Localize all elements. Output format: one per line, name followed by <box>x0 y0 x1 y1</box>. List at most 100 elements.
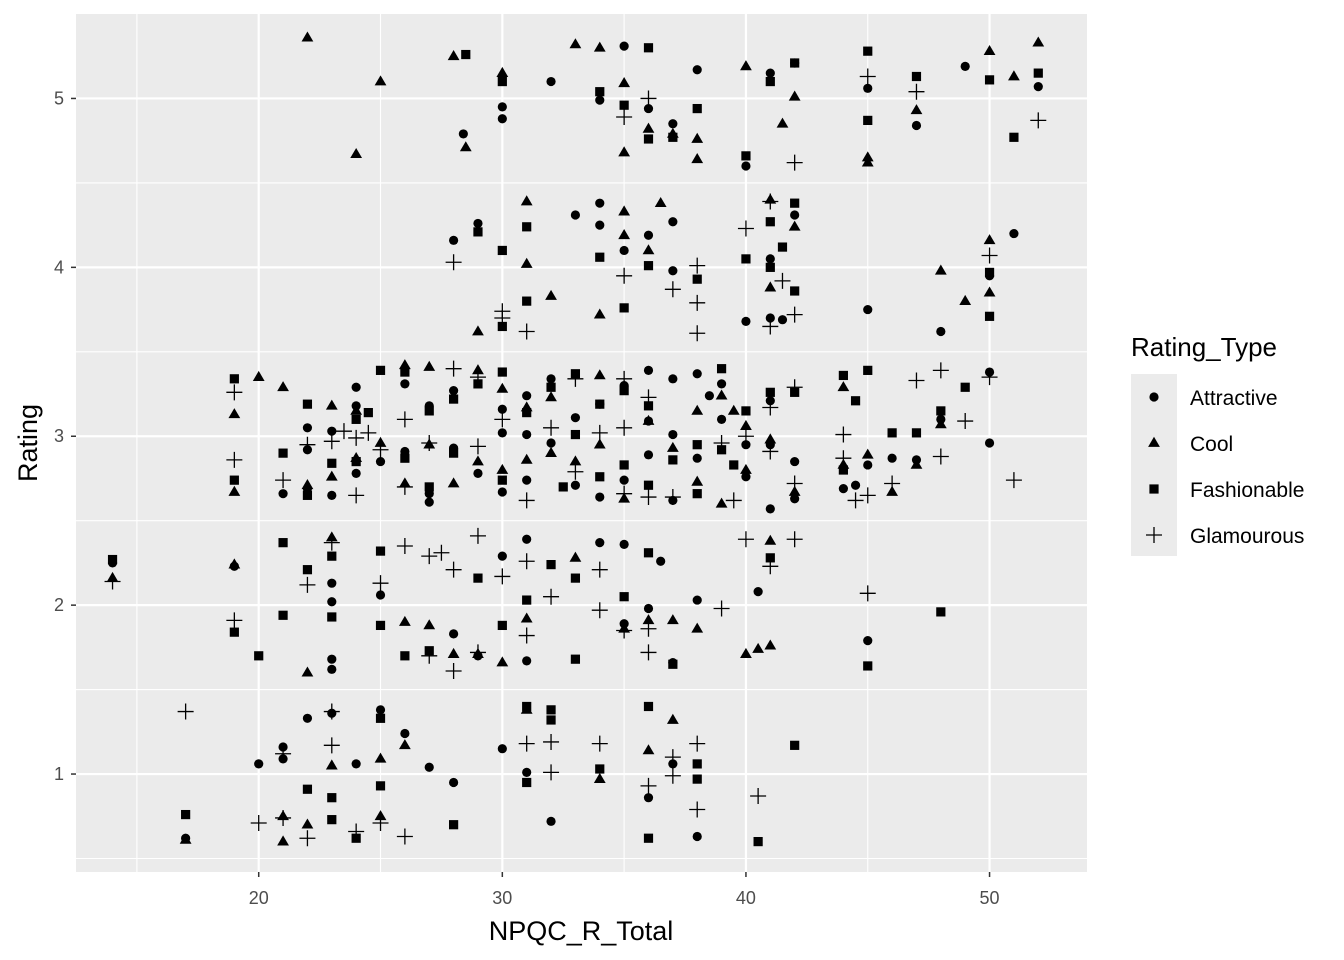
point-attractive <box>790 456 800 467</box>
point-glamourous <box>737 428 754 445</box>
point-fashionable <box>570 429 581 440</box>
point-attractive <box>254 759 264 769</box>
data-points <box>104 31 1047 847</box>
point-fashionable <box>375 781 386 791</box>
point-attractive <box>595 538 605 548</box>
point-fashionable <box>692 440 702 450</box>
point-attractive <box>327 654 337 664</box>
point-cool <box>252 370 265 381</box>
point-cool <box>301 666 314 677</box>
point-cool <box>788 220 801 231</box>
point-glamourous <box>591 602 608 619</box>
point-cool <box>569 551 582 562</box>
point-attractive <box>546 76 556 87</box>
point-cool <box>715 389 728 400</box>
point-fashionable <box>765 553 775 563</box>
point-attractive <box>936 326 946 337</box>
point-attractive <box>863 83 873 93</box>
point-glamourous <box>640 777 657 794</box>
point-cool <box>398 615 411 626</box>
point-glamourous <box>543 764 560 781</box>
point-fashionable <box>668 455 678 465</box>
point-glamourous <box>774 272 791 289</box>
point-cool <box>983 234 996 245</box>
point-fashionable <box>558 482 568 492</box>
point-glamourous <box>762 558 779 575</box>
point-fashionable <box>692 489 702 499</box>
point-cool <box>618 205 631 216</box>
point-fashionable <box>570 573 581 583</box>
x-tick-label: 40 <box>736 888 756 908</box>
point-glamourous <box>518 492 535 509</box>
point-glamourous <box>640 389 657 406</box>
point-attractive <box>643 450 654 460</box>
point-glamourous <box>859 487 876 504</box>
point-attractive <box>643 365 654 375</box>
legend-label-fashionable: Fashionable <box>1190 479 1304 502</box>
point-glamourous <box>335 423 352 440</box>
point-fashionable <box>424 406 434 416</box>
point-fashionable <box>522 595 532 605</box>
point-fashionable <box>497 245 507 256</box>
point-fashionable <box>400 651 410 661</box>
legend: Rating_Type Attractive Cool Fashionable Gla… <box>1131 332 1304 556</box>
point-attractive <box>522 475 532 485</box>
point-cool <box>374 752 387 763</box>
point-fashionable <box>522 222 532 232</box>
point-fashionable <box>692 759 702 769</box>
point-cool <box>593 772 606 783</box>
point-fashionable <box>790 286 800 296</box>
point-glamourous <box>616 622 633 639</box>
point-glamourous <box>957 413 974 430</box>
point-attractive <box>863 636 873 646</box>
point-glamourous <box>835 450 852 467</box>
point-cool <box>593 369 606 380</box>
point-glamourous <box>859 68 876 85</box>
point-fashionable <box>302 399 313 409</box>
point-cool <box>764 639 777 650</box>
point-cool <box>350 404 363 415</box>
point-fashionable <box>473 573 483 583</box>
point-attractive <box>619 41 629 51</box>
point-attractive <box>741 472 751 482</box>
point-cool <box>277 381 289 392</box>
point-cool <box>301 818 314 829</box>
point-fashionable <box>229 475 239 485</box>
point-glamourous <box>372 441 389 458</box>
point-fashionable <box>400 453 410 463</box>
point-attractive <box>790 494 800 504</box>
y-tick-label: 2 <box>54 595 64 615</box>
point-glamourous <box>689 325 706 342</box>
point-fashionable <box>278 448 288 458</box>
point-cool <box>666 441 679 452</box>
point-attractive <box>424 762 434 772</box>
point-attractive <box>619 475 629 485</box>
point-attractive <box>741 161 751 171</box>
point-fashionable <box>400 367 410 377</box>
point-attractive <box>458 129 468 139</box>
point-glamourous <box>250 815 267 832</box>
point-glamourous <box>469 644 486 661</box>
point-fashionable <box>729 460 739 470</box>
point-glamourous <box>372 575 389 592</box>
legend-key-attractive <box>1149 392 1159 402</box>
point-attractive <box>546 816 556 826</box>
point-fashionable <box>424 482 434 492</box>
point-attractive <box>351 759 361 769</box>
point-cool <box>459 141 472 152</box>
point-glamourous <box>360 424 377 441</box>
point-cool <box>1008 70 1020 81</box>
point-attractive <box>497 114 507 124</box>
point-attractive <box>449 386 459 396</box>
point-fashionable <box>643 480 654 490</box>
point-glamourous <box>494 411 511 428</box>
point-fashionable <box>497 475 507 485</box>
point-attractive <box>1033 82 1043 92</box>
point-glamourous <box>469 369 486 386</box>
point-fashionable <box>936 406 946 416</box>
point-cool <box>496 463 509 474</box>
point-glamourous <box>616 267 633 284</box>
point-fashionable <box>461 49 471 60</box>
point-attractive <box>765 68 775 78</box>
point-glamourous <box>737 220 754 237</box>
